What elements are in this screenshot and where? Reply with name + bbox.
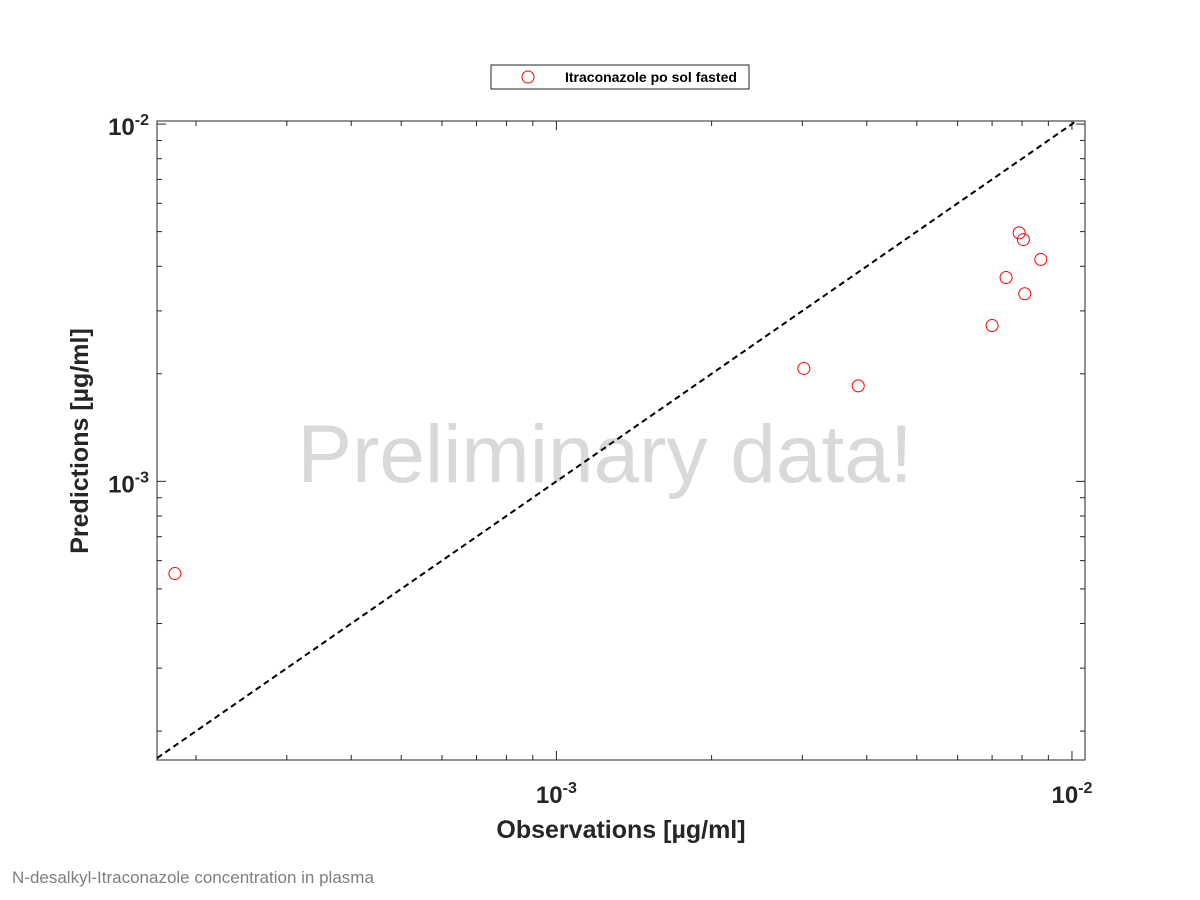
major-ticks bbox=[157, 121, 1085, 760]
legend-entry-label: Itraconazole po sol fasted bbox=[565, 69, 737, 85]
y-tick-label: 10-2 bbox=[108, 112, 149, 141]
data-point bbox=[985, 319, 999, 333]
data-points bbox=[168, 226, 1048, 581]
data-point bbox=[851, 379, 865, 393]
legend: Itraconazole po sol fasted bbox=[490, 64, 750, 90]
x-axis-label: Observations [µg/ml] bbox=[496, 816, 745, 844]
legend-box bbox=[490, 64, 750, 90]
y-tick-label: 10-3 bbox=[108, 469, 149, 498]
data-point bbox=[999, 271, 1013, 285]
data-point bbox=[797, 361, 811, 375]
tick-labels: 10-3 10-2 10-3 10-2 bbox=[108, 112, 1092, 809]
identity-reference-line bbox=[156, 120, 1077, 759]
watermark-text: Preliminary data! bbox=[297, 409, 912, 500]
minor-ticks bbox=[157, 121, 1085, 760]
y-axis-label: Predictions [µg/ml] bbox=[66, 328, 94, 554]
data-point bbox=[168, 567, 182, 581]
figure-caption: N-desalkyl-Itraconazole concentration in… bbox=[12, 868, 374, 887]
x-tick-label: 10-2 bbox=[1051, 780, 1092, 809]
axes-box bbox=[156, 120, 1086, 761]
plot-area bbox=[157, 121, 1085, 760]
x-tick-label: 10-3 bbox=[536, 780, 577, 809]
data-point bbox=[1034, 252, 1048, 266]
data-point bbox=[1012, 226, 1026, 240]
data-point bbox=[1018, 287, 1032, 301]
data-point bbox=[1016, 233, 1030, 247]
legend-marker bbox=[521, 70, 535, 84]
